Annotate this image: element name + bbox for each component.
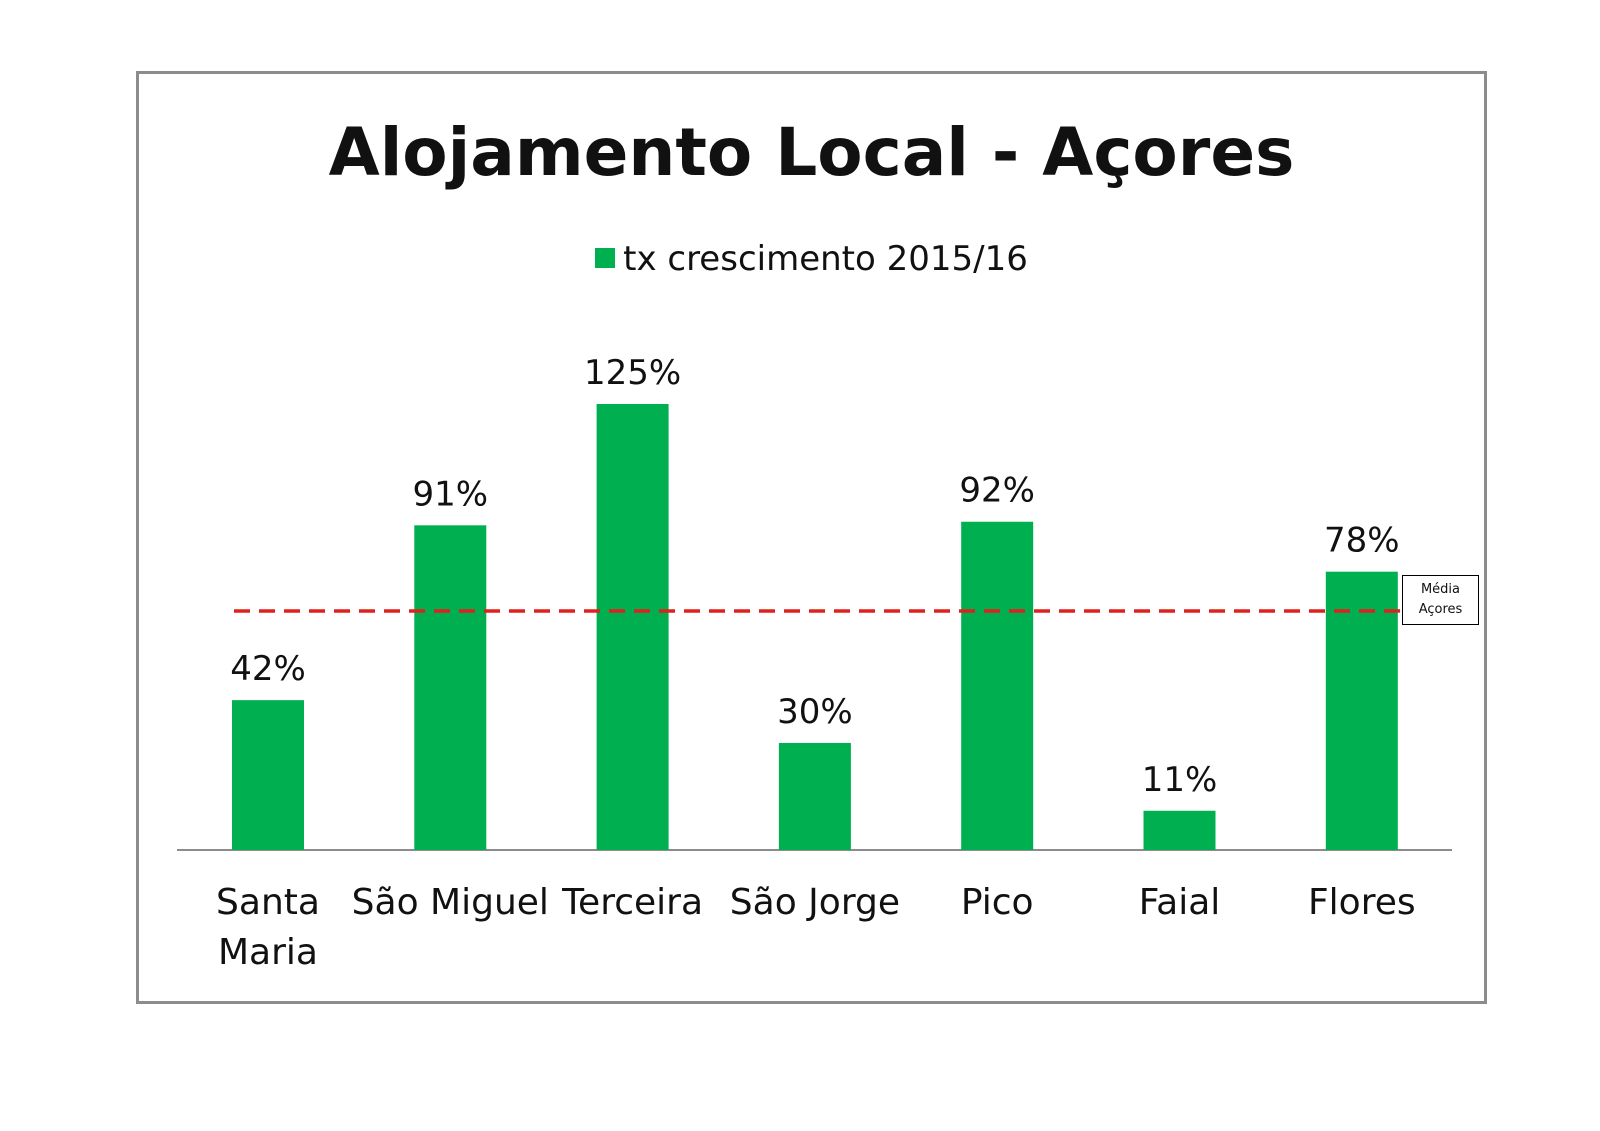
bar [414,525,487,850]
bar [1143,810,1216,850]
data-label: 92% [959,471,1035,511]
data-label: 11% [1142,760,1218,800]
data-label: 42% [230,649,306,689]
category-label: Faial [1139,882,1221,923]
category-label: Flores [1308,882,1416,923]
category-label: Terceira [561,882,703,923]
bar [961,521,1034,850]
data-label: 125% [584,353,681,393]
legend-swatch [595,248,616,268]
average-label-box: Média Açores [1402,575,1479,625]
category-label: São Jorge [730,882,900,923]
chart-title: Alojamento Local - Açores [328,114,1295,191]
bar [778,742,851,850]
data-label: 30% [777,692,853,732]
average-label-line-2: Açores [1418,602,1463,617]
average-label-line-1: Média [1420,582,1461,597]
legend: tx crescimento 2015/16 [139,239,1484,279]
legend-label: tx crescimento 2015/16 [623,239,1028,279]
bar [232,700,304,850]
data-label: 78% [1324,521,1400,561]
bar [596,404,669,850]
category-label: Pico [961,882,1034,923]
category-label: Santa [216,882,320,923]
data-label: 91% [413,474,489,514]
category-label: Maria [218,932,318,973]
category-label: São Miguel [352,882,549,923]
bar [1325,571,1398,850]
